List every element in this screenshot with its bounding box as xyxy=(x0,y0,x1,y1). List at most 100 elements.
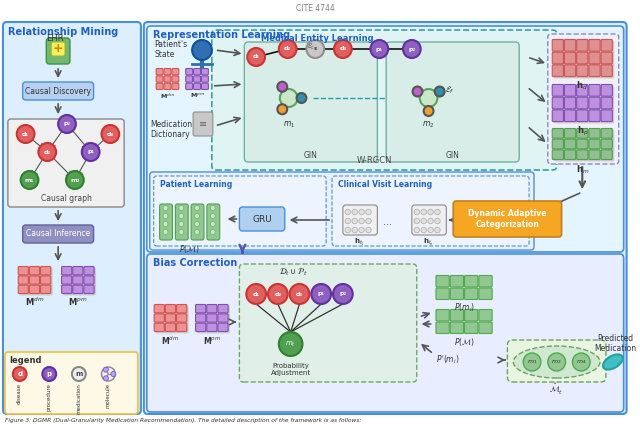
FancyBboxPatch shape xyxy=(207,204,220,240)
FancyBboxPatch shape xyxy=(589,110,600,122)
FancyBboxPatch shape xyxy=(508,340,606,382)
FancyBboxPatch shape xyxy=(84,285,94,293)
Circle shape xyxy=(359,227,364,233)
Circle shape xyxy=(345,227,351,233)
FancyBboxPatch shape xyxy=(29,267,40,275)
Circle shape xyxy=(58,115,76,133)
Circle shape xyxy=(195,206,200,210)
Circle shape xyxy=(20,171,38,189)
Circle shape xyxy=(424,106,433,116)
Circle shape xyxy=(359,218,364,224)
Circle shape xyxy=(365,209,371,215)
FancyBboxPatch shape xyxy=(40,285,51,293)
Circle shape xyxy=(104,376,108,381)
FancyBboxPatch shape xyxy=(5,352,138,414)
FancyBboxPatch shape xyxy=(601,129,612,138)
Text: Dynamic Adaptive
Categorization: Dynamic Adaptive Categorization xyxy=(468,210,547,229)
Ellipse shape xyxy=(513,346,600,378)
Circle shape xyxy=(211,213,215,218)
FancyBboxPatch shape xyxy=(8,119,124,207)
FancyBboxPatch shape xyxy=(451,322,463,334)
Text: Patient Learning: Patient Learning xyxy=(159,180,232,189)
FancyBboxPatch shape xyxy=(61,267,72,275)
FancyBboxPatch shape xyxy=(218,305,228,313)
Text: Probability
Adjustment: Probability Adjustment xyxy=(271,363,310,376)
Circle shape xyxy=(195,229,200,235)
FancyBboxPatch shape xyxy=(46,38,70,64)
FancyBboxPatch shape xyxy=(451,275,463,287)
FancyBboxPatch shape xyxy=(601,150,612,160)
FancyBboxPatch shape xyxy=(465,275,478,287)
FancyBboxPatch shape xyxy=(589,39,600,51)
Text: Patient's
State: Patient's State xyxy=(155,40,188,59)
FancyBboxPatch shape xyxy=(564,139,576,149)
Circle shape xyxy=(211,229,215,235)
FancyBboxPatch shape xyxy=(18,267,28,275)
FancyBboxPatch shape xyxy=(589,139,600,149)
FancyBboxPatch shape xyxy=(19,267,52,296)
Text: legend: legend xyxy=(9,356,42,365)
Circle shape xyxy=(163,229,168,235)
Circle shape xyxy=(414,218,420,224)
FancyBboxPatch shape xyxy=(479,288,492,300)
FancyBboxPatch shape xyxy=(577,139,588,149)
FancyBboxPatch shape xyxy=(164,76,171,82)
FancyBboxPatch shape xyxy=(194,69,200,75)
Text: $\mathbf{h}_d$: $\mathbf{h}_d$ xyxy=(577,80,588,92)
FancyBboxPatch shape xyxy=(3,22,141,414)
FancyBboxPatch shape xyxy=(186,83,193,89)
Circle shape xyxy=(420,89,438,107)
Text: molecule: molecule xyxy=(106,383,111,408)
FancyBboxPatch shape xyxy=(18,276,28,284)
FancyBboxPatch shape xyxy=(479,322,492,334)
FancyBboxPatch shape xyxy=(61,276,72,284)
FancyBboxPatch shape xyxy=(154,323,164,332)
Circle shape xyxy=(279,332,303,356)
Circle shape xyxy=(38,143,56,161)
Circle shape xyxy=(211,206,215,210)
FancyBboxPatch shape xyxy=(164,83,171,89)
Text: Predicted
Medication: Predicted Medication xyxy=(595,334,637,354)
Text: $m_2$: $m_2$ xyxy=(422,120,435,130)
Text: $\mathbf{h}_{t_n}$: $\mathbf{h}_{t_n}$ xyxy=(423,237,434,248)
FancyBboxPatch shape xyxy=(589,52,600,64)
Text: Bias Correction: Bias Correction xyxy=(153,258,237,268)
Text: m₂: m₂ xyxy=(70,178,79,183)
Text: $m_1$: $m_1$ xyxy=(282,120,295,130)
Text: p₂: p₂ xyxy=(339,292,346,297)
Text: p₂: p₂ xyxy=(63,122,70,126)
Text: $\mathbf{h}_p$: $\mathbf{h}_p$ xyxy=(577,125,588,138)
Text: d₁: d₁ xyxy=(253,292,260,297)
Circle shape xyxy=(42,367,56,381)
FancyBboxPatch shape xyxy=(177,305,187,313)
Text: d₃: d₃ xyxy=(107,132,114,137)
Text: $\mathcal{E}_c$: $\mathcal{E}_c$ xyxy=(307,42,316,52)
FancyBboxPatch shape xyxy=(451,288,463,300)
FancyBboxPatch shape xyxy=(172,69,179,75)
FancyBboxPatch shape xyxy=(564,39,576,51)
FancyBboxPatch shape xyxy=(165,314,175,322)
FancyBboxPatch shape xyxy=(239,207,285,231)
Text: d: d xyxy=(17,371,22,377)
FancyBboxPatch shape xyxy=(465,288,478,300)
FancyBboxPatch shape xyxy=(577,65,588,76)
Circle shape xyxy=(13,367,27,381)
Text: $\hat{\mathcal{M}}_t$: $\hat{\mathcal{M}}_t$ xyxy=(550,382,564,397)
Text: $\mathbf{h}_{t_1}$: $\mathbf{h}_{t_1}$ xyxy=(354,237,365,248)
Circle shape xyxy=(307,40,324,58)
FancyBboxPatch shape xyxy=(552,139,563,149)
Text: $m_4$: $m_4$ xyxy=(576,358,587,366)
Circle shape xyxy=(352,209,358,215)
Text: d₃: d₃ xyxy=(339,46,346,52)
Circle shape xyxy=(277,104,287,114)
FancyBboxPatch shape xyxy=(73,285,83,293)
Circle shape xyxy=(279,40,296,58)
Circle shape xyxy=(82,143,99,161)
FancyBboxPatch shape xyxy=(589,65,600,76)
FancyBboxPatch shape xyxy=(159,204,172,240)
Circle shape xyxy=(414,227,420,233)
Circle shape xyxy=(195,213,200,218)
Circle shape xyxy=(435,227,440,233)
FancyBboxPatch shape xyxy=(165,323,175,332)
FancyBboxPatch shape xyxy=(186,76,193,82)
